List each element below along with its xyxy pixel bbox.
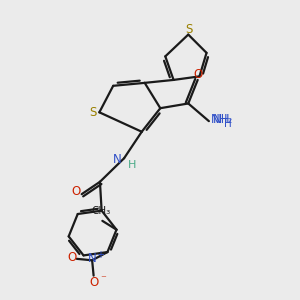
Text: N: N (88, 252, 97, 265)
Text: CH₃: CH₃ (91, 206, 110, 216)
Text: +: + (96, 250, 104, 260)
Text: N: N (113, 153, 122, 166)
Text: NH: NH (212, 113, 230, 126)
Text: O: O (90, 276, 99, 289)
Text: H: H (128, 160, 136, 170)
Text: O: O (67, 251, 76, 264)
Text: O: O (72, 185, 81, 198)
Text: H: H (224, 119, 232, 129)
Text: ⁻: ⁻ (100, 275, 106, 285)
Text: S: S (89, 106, 97, 119)
Text: O: O (194, 68, 203, 81)
Text: S: S (185, 23, 193, 36)
Text: NH₂: NH₂ (211, 113, 233, 127)
